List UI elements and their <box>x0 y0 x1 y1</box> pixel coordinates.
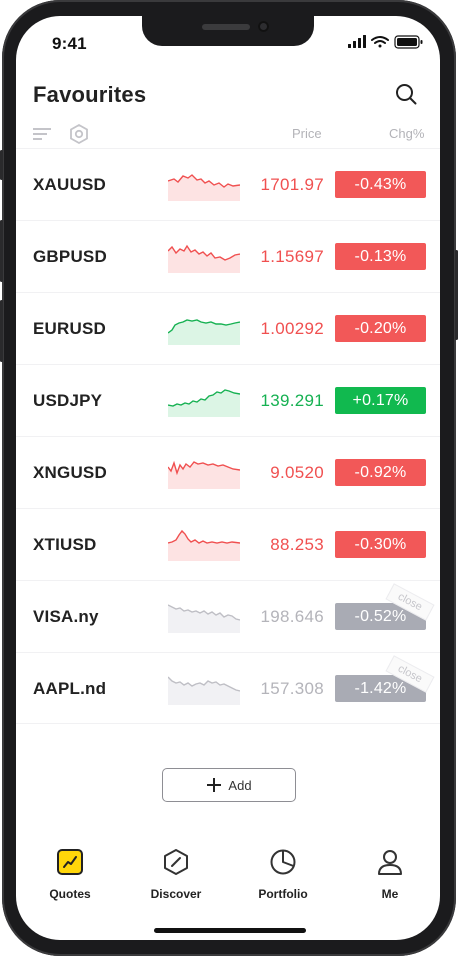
power-button <box>455 250 458 340</box>
settings-icon[interactable] <box>68 123 90 145</box>
pie-chart-icon <box>270 849 296 875</box>
change-badge[interactable]: -0.43% <box>335 171 426 198</box>
sparkline <box>168 244 240 273</box>
list-header: Price Chg% <box>16 120 440 148</box>
mute-switch <box>0 150 3 180</box>
wifi-icon <box>371 36 389 48</box>
speaker <box>202 24 250 30</box>
price-value: 157.308 <box>260 679 324 698</box>
notch <box>142 16 314 46</box>
volume-down-button <box>0 300 3 362</box>
quote-row-xtiusd[interactable]: XTIUSD 88.253 -0.30% <box>16 508 440 580</box>
change-badge[interactable]: -0.13% <box>335 243 426 270</box>
quote-row-aapl[interactable]: AAPL.nd 157.308 -1.42% close <box>16 652 440 724</box>
symbol-label: XTIUSD <box>33 535 97 554</box>
battery-icon <box>394 35 423 49</box>
symbol-label: VISA.ny <box>33 607 99 626</box>
price-value: 88.253 <box>270 535 324 554</box>
quotes-list: XAUUSD 1701.97 -0.43% GBPUSD 1.15697 -0.… <box>16 148 440 724</box>
change-column-header: Chg% <box>389 126 425 141</box>
sparkline <box>168 174 240 201</box>
volume-up-button <box>0 220 3 282</box>
nav-quotes[interactable]: Quotes <box>30 848 110 901</box>
quote-row-eurusd[interactable]: EURUSD 1.00292 -0.20% <box>16 292 440 364</box>
home-indicator[interactable] <box>154 928 306 933</box>
nav-me[interactable]: Me <box>350 848 430 901</box>
quote-row-xngusd[interactable]: XNGUSD 9.0520 -0.92% <box>16 436 440 508</box>
compass-icon <box>164 849 188 875</box>
sparkline <box>168 676 240 705</box>
price-value: 198.646 <box>260 607 324 626</box>
camera <box>258 21 269 32</box>
plus-icon <box>207 778 222 792</box>
sparkline <box>168 319 240 345</box>
nav-label: Portfolio <box>258 887 308 901</box>
sort-icon[interactable] <box>32 126 52 142</box>
search-icon[interactable] <box>394 82 418 106</box>
symbol-label: GBPUSD <box>33 247 107 266</box>
nav-portfolio[interactable]: Portfolio <box>243 848 323 901</box>
user-icon <box>378 850 402 875</box>
nav-label: Discover <box>150 887 202 901</box>
signal-icon <box>348 35 366 48</box>
price-value: 1.00292 <box>260 319 324 338</box>
nav-label: Quotes <box>49 887 91 901</box>
screen: 9:41 Favourites <box>16 16 440 940</box>
quote-row-usdjpy[interactable]: USDJPY 139.291 +0.17% <box>16 364 440 436</box>
symbol-label: USDJPY <box>33 391 103 410</box>
price-value: 1701.97 <box>260 175 324 194</box>
status-time: 9:41 <box>52 34 87 53</box>
symbol-label: EURUSD <box>33 319 106 338</box>
quote-row-gbpusd[interactable]: GBPUSD 1.15697 -0.13% <box>16 220 440 292</box>
change-badge[interactable]: -0.20% <box>335 315 426 342</box>
bottom-nav: Quotes Discover Portfolio Me <box>16 848 440 908</box>
price-value: 9.0520 <box>270 463 324 482</box>
symbol-label: XAUUSD <box>33 175 106 194</box>
price-value: 1.15697 <box>260 247 324 266</box>
status-icons <box>348 35 423 49</box>
change-badge[interactable]: -0.52% <box>335 603 426 630</box>
add-button-label: Add <box>228 777 252 793</box>
page-title: Favourites <box>33 82 147 107</box>
price-value: 139.291 <box>260 391 324 410</box>
price-column-header: Price <box>292 126 322 141</box>
change-badge[interactable]: +0.17% <box>335 387 426 414</box>
sparkline <box>168 460 240 489</box>
sparkline <box>168 604 240 633</box>
sparkline <box>168 529 240 561</box>
quote-row-xauusd[interactable]: XAUUSD 1701.97 -0.43% <box>16 148 440 220</box>
nav-discover[interactable]: Discover <box>136 848 216 901</box>
symbol-label: XNGUSD <box>33 463 107 482</box>
symbol-label: AAPL.nd <box>33 679 107 698</box>
quotes-icon <box>57 849 83 875</box>
change-badge[interactable]: -0.92% <box>335 459 426 486</box>
nav-label: Me <box>381 887 399 901</box>
sparkline <box>168 389 240 417</box>
quote-row-visa[interactable]: VISA.ny 198.646 -0.52% close <box>16 580 440 652</box>
add-symbol-button[interactable]: Add <box>162 768 296 802</box>
change-badge[interactable]: -0.30% <box>335 531 426 558</box>
